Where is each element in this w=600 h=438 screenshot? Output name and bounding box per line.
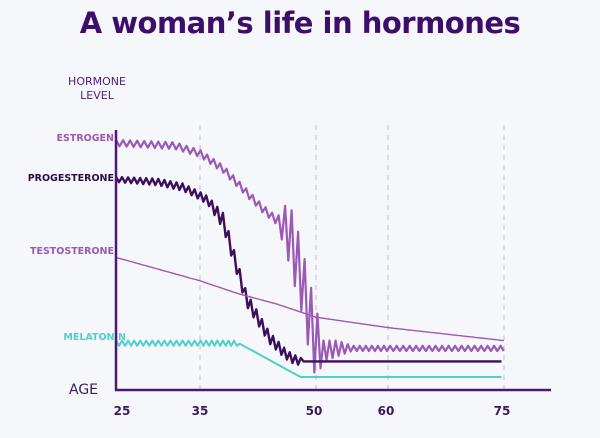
x-axis-label: AGE xyxy=(69,382,99,398)
x-tick-50: 50 xyxy=(305,404,323,418)
series-line-melatonin xyxy=(115,339,502,378)
series-label-estrogen: ESTROGEN xyxy=(56,133,114,144)
series-label-progesterone: PROGESTERONE xyxy=(27,173,114,184)
x-tick-75: 75 xyxy=(493,404,511,418)
x-tick-25: 25 xyxy=(113,404,131,418)
y-axis-label-line1: HORMONE xyxy=(68,75,126,88)
series-label-melatonin: MELATONIN xyxy=(63,332,126,343)
series-line-progesterone xyxy=(114,175,502,366)
series-label-testosterone: TESTOSTERONE xyxy=(29,246,114,257)
y-axis-label-line2: LEVEL xyxy=(80,89,114,102)
x-tick-60: 60 xyxy=(377,404,395,418)
chart-title: A woman’s life in hormones xyxy=(79,6,521,40)
x-tick-35: 35 xyxy=(191,404,209,418)
series-line-estrogen xyxy=(115,139,505,374)
y-axis-label: HORMONE LEVEL xyxy=(64,75,130,103)
series-line-testosterone xyxy=(115,256,505,342)
